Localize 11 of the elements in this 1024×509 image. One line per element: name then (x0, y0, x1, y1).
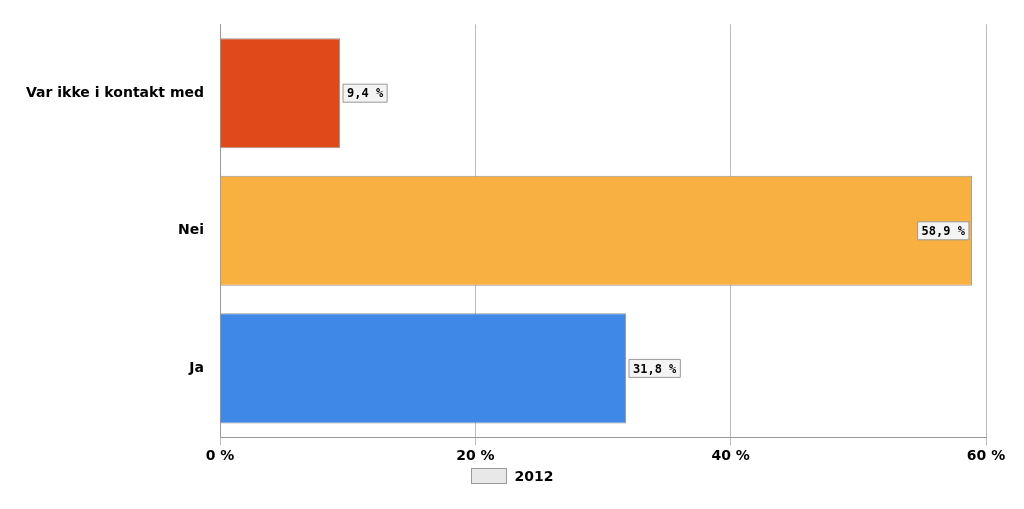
text: 2012 (514, 468, 554, 484)
data-label: 31,8 % (632, 361, 678, 376)
x-tick-label: 20 % (456, 447, 495, 464)
x-tick-label: 0 % (205, 447, 235, 464)
data-label: 9,4 % (347, 86, 384, 101)
data-label: 58,9 % (921, 223, 966, 238)
y-tick-label: Var ikke i kontakt med (25, 83, 205, 100)
y-tick-label: Ja (188, 359, 205, 376)
y-tick-label: Nei (178, 221, 205, 238)
x-tick-label: 60 % (966, 447, 1006, 464)
x-tick-label: 40 % (711, 447, 750, 464)
